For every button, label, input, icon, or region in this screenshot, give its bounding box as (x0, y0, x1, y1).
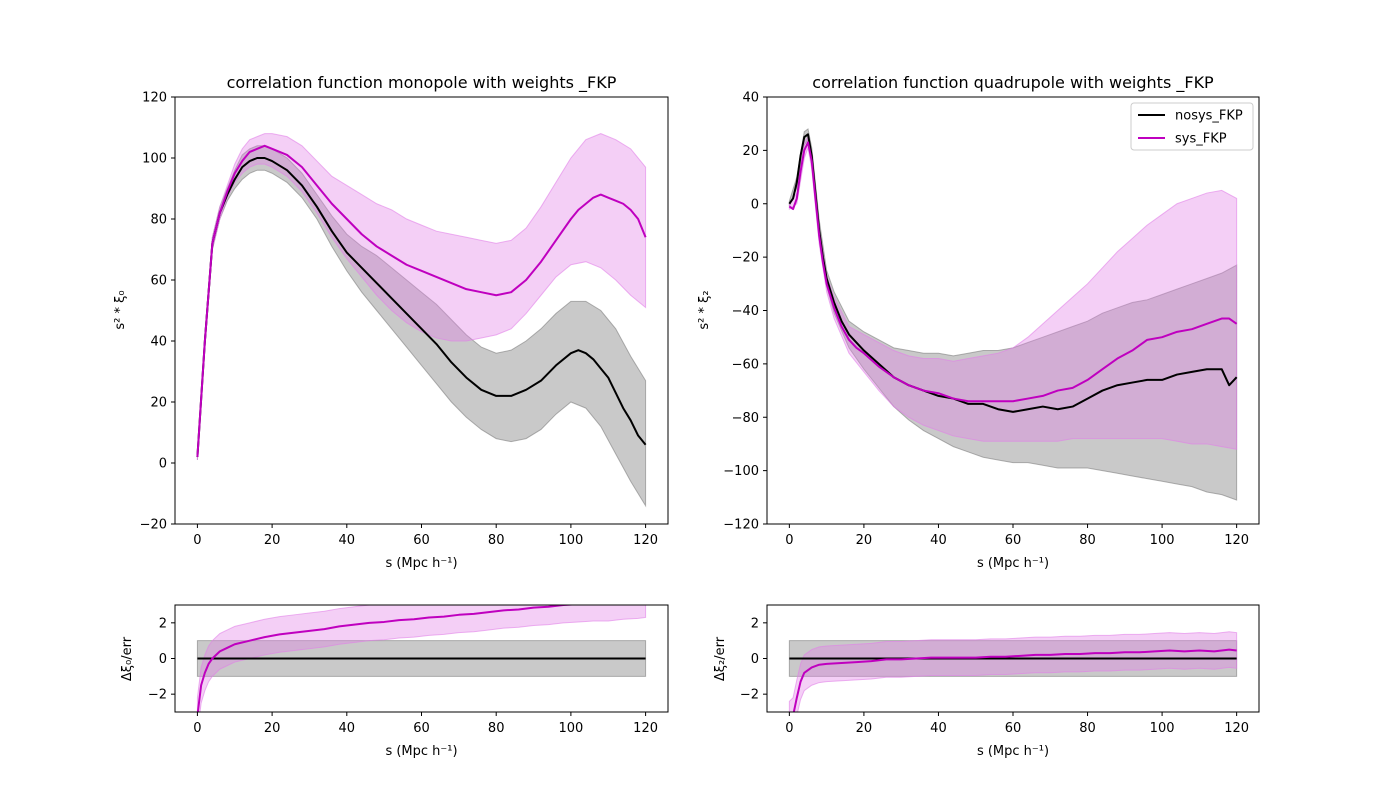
monopole-residual-xtick-label: 120 (633, 721, 658, 736)
monopole-ytick-label: 20 (150, 396, 167, 411)
monopole-residual-ylabel: Δξ₀/err (120, 636, 135, 681)
quadrupole-residual-xtick-label: 100 (1150, 721, 1175, 736)
quadrupole-xtick-label: 40 (930, 533, 947, 548)
monopole-residual-plot-area: 0 20 40 60 80 100 120 −2 0 2 (148, 604, 669, 736)
monopole-plot-area: 0 20 40 60 80 100 120 −20 0 20 40 60 80 100 120 (140, 91, 669, 548)
monopole-xtick-label: 60 (413, 533, 430, 548)
monopole-ytick-label: 0 (159, 457, 167, 472)
quadrupole-residual-ytick-label: 0 (751, 652, 759, 667)
quadrupole-ytick-label: −60 (732, 357, 759, 372)
monopole-residual-ytick-label: −2 (148, 688, 167, 703)
quadrupole-xtick-label: 60 (1005, 533, 1022, 548)
quadrupole-sys-line (788, 141, 1238, 403)
monopole-ytick-label: 80 (150, 213, 167, 228)
monopole-residual-xlabel: s (Mpc h⁻¹) (385, 744, 457, 759)
monopole-xtick-label: 0 (193, 533, 201, 548)
monopole-residual-xtick-label: 60 (413, 721, 430, 736)
monopole-xtick-label: 40 (339, 533, 356, 548)
quadrupole-plot-area: 0 20 40 60 80 100 120 −120 −100 −80 −60 −40 −20 0 20 40 (723, 91, 1260, 548)
quadrupole-ylabel: s² * ξ₂ (697, 290, 712, 329)
monopole-residual-ytick-label: 0 (159, 652, 167, 667)
quadrupole-xtick-label: 120 (1224, 533, 1249, 548)
monopole-xtick-label: 20 (264, 533, 281, 548)
quadrupole-residual-ytick-label: −2 (740, 688, 759, 703)
monopole-ytick-label: 40 (150, 335, 167, 350)
monopole-sys-line (196, 144, 647, 457)
quadrupole-xtick-label: 20 (856, 533, 873, 548)
quadrupole-residual-sys-line (792, 648, 1237, 712)
monopole-residual-xtick-label: 0 (193, 721, 201, 736)
quadrupole-residual-data-layer (788, 631, 1238, 712)
monopole-residual-panel: 0 20 40 60 80 100 120 −2 0 2 s (Mpc h⁻¹) Δξ₀/err (120, 604, 669, 759)
quadrupole-residual-xtick-label: 120 (1224, 721, 1249, 736)
legend-label-sys: sys_FKP (1175, 132, 1227, 147)
quadrupole-xtick-label: 100 (1150, 533, 1175, 548)
quadrupole-title: correlation function quadrupole with wei… (812, 73, 1214, 93)
quadrupole-ytick-label: 20 (742, 144, 759, 159)
quadrupole-ytick-label: 40 (742, 91, 759, 106)
quadrupole-residual-xtick-label: 20 (856, 721, 873, 736)
monopole-xtick-label: 100 (558, 533, 583, 548)
monopole-ytick-label: 100 (142, 152, 167, 167)
monopole-residual-xtick-label: 20 (264, 721, 281, 736)
quadrupole-residual-panel: 0 20 40 60 80 100 120 −2 0 2 s (Mpc h⁻¹) Δξ₂/err (713, 604, 1260, 759)
quadrupole-residual-xtick-label: 80 (1079, 721, 1096, 736)
quadrupole-panel: correlation function quadrupole with wei… (697, 73, 1260, 571)
monopole-panel: correlation function monopole with weigh… (113, 73, 669, 571)
monopole-sys-error-band (196, 133, 647, 460)
monopole-residual-xtick-label: 40 (339, 721, 356, 736)
quadrupole-ytick-label: −100 (723, 464, 759, 479)
monopole-residual-data-layer (196, 605, 647, 712)
monopole-xtick-label: 80 (488, 533, 505, 548)
monopole-title: correlation function monopole with weigh… (227, 73, 617, 93)
monopole-ytick-label: 60 (150, 274, 167, 289)
quadrupole-xtick-label: 80 (1079, 533, 1096, 548)
monopole-residual-ytick-label: 2 (159, 616, 167, 631)
quadrupole-residual-xtick-label: 40 (930, 721, 947, 736)
quadrupole-nosys-error-band (788, 128, 1238, 501)
quadrupole-residual-ytick-label: 2 (751, 616, 759, 631)
quadrupole-residual-xtick-label: 60 (1005, 721, 1022, 736)
monopole-data-layer (196, 133, 647, 508)
monopole-xtick-label: 120 (633, 533, 658, 548)
quadrupole-ytick-label: −20 (732, 251, 759, 266)
quadrupole-ytick-label: −120 (723, 518, 759, 533)
monopole-ytick-label: −20 (140, 518, 167, 533)
monopole-ylabel: s² * ξ₀ (113, 290, 128, 329)
monopole-residual-xtick-label: 100 (558, 721, 583, 736)
monopole-nosys-error-band (196, 145, 647, 508)
quadrupole-ytick-label: −40 (732, 304, 759, 319)
quadrupole-residual-plot-area: 0 20 40 60 80 100 120 −2 0 2 (740, 604, 1260, 736)
quadrupole-residual-ylabel: Δξ₂/err (713, 636, 728, 681)
monopole-residual-sys-line (196, 605, 581, 712)
legend: nosys_FKP sys_FKP (1130, 102, 1254, 151)
quadrupole-ytick-label: −80 (732, 411, 759, 426)
quadrupole-data-layer (788, 128, 1238, 501)
quadrupole-sys-error-band (788, 135, 1238, 450)
quadrupole-xtick-label: 0 (785, 533, 793, 548)
monopole-nosys-line (196, 157, 647, 457)
monopole-xlabel: s (Mpc h⁻¹) (385, 556, 457, 571)
quadrupole-xlabel: s (Mpc h⁻¹) (977, 556, 1049, 571)
quadrupole-ytick-label: 0 (751, 197, 759, 212)
monopole-residual-xtick-label: 80 (488, 721, 505, 736)
quadrupole-residual-xlabel: s (Mpc h⁻¹) (977, 744, 1049, 759)
legend-label-nosys: nosys_FKP (1175, 109, 1243, 124)
quadrupole-residual-xtick-label: 0 (785, 721, 793, 736)
monopole-ytick-label: 120 (142, 91, 167, 106)
